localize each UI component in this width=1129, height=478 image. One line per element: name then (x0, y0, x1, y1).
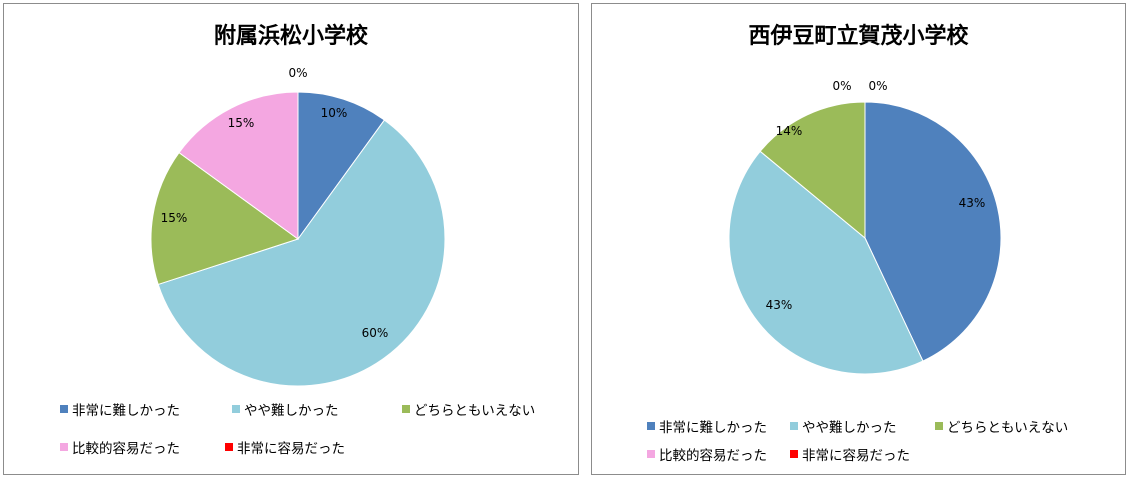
legend-item: やや難しかった (790, 416, 897, 436)
pie-slice (178, 91, 299, 240)
legend-swatch (790, 450, 798, 458)
pie-slice (157, 119, 446, 387)
legend-label: 比較的容易だった (659, 448, 767, 464)
legend-swatch (232, 405, 240, 413)
data-label: 43% (959, 196, 986, 210)
pie-slice (297, 91, 386, 241)
legend-label: 非常に容易だった (802, 448, 910, 464)
legend-item: どちらともいえない (935, 416, 1068, 436)
legend-swatch (647, 450, 655, 458)
legend-label: 非常に難しかった (72, 403, 180, 419)
legend-swatch (790, 422, 798, 430)
legend-item: 非常に難しかった (60, 399, 180, 419)
legend-item: やや難しかった (232, 399, 339, 419)
pie-slice (150, 151, 300, 286)
legend-label: 非常に難しかった (659, 420, 767, 436)
chart-title: 附属浜松小学校 (213, 24, 368, 49)
data-label: 10% (321, 106, 348, 120)
data-label: 0% (832, 79, 851, 93)
data-label: 15% (161, 211, 188, 225)
pie-slice (759, 101, 866, 240)
legend-item: どちらともいえない (402, 399, 535, 419)
data-label: 43% (766, 298, 793, 312)
pie-chart: 43% 43% 14% 0% 0% (728, 79, 1002, 375)
legend-label: 非常に容易だった (237, 441, 345, 457)
legend-item: 非常に難しかった (647, 416, 767, 436)
legend-swatch (60, 405, 68, 413)
legend-item: 非常に容易だった (790, 444, 910, 464)
pie-slice (864, 101, 1002, 362)
legend-swatch (225, 443, 233, 451)
pie-slice (728, 150, 924, 375)
legend-label: どちらともいえない (414, 403, 536, 419)
legend-item: 比較的容易だった (647, 444, 767, 464)
legend-swatch (60, 443, 68, 451)
legend-swatch (935, 422, 943, 430)
chart-panel-hamamatsu: 附属浜松小学校 10% 60% 15% 15% 0% 非常に難しかった やや難しかった … (3, 3, 579, 475)
legend-swatch (402, 405, 410, 413)
chart-panel-kamo: 西伊豆町立賀茂小学校 43% 43% 14% 0% 0% 非常に難しかった やや難しかっ… (591, 3, 1126, 475)
legend-item: 比較的容易だった (60, 437, 180, 457)
data-label: 0% (868, 79, 887, 93)
legend-label: やや難しかった (802, 420, 897, 436)
legend-swatch (647, 422, 655, 430)
legend-label: どちらともいえない (947, 420, 1069, 436)
legend-label: 比較的容易だった (72, 441, 180, 457)
legend-item: 非常に容易だった (225, 437, 345, 457)
data-label: 15% (228, 116, 255, 130)
data-label: 0% (288, 66, 307, 80)
data-label: 14% (776, 124, 803, 138)
chart-title: 西伊豆町立賀茂小学校 (748, 24, 969, 49)
pie-chart: 10% 60% 15% 15% 0% (150, 66, 446, 387)
data-label: 60% (362, 326, 389, 340)
legend-label: やや難しかった (244, 403, 339, 419)
